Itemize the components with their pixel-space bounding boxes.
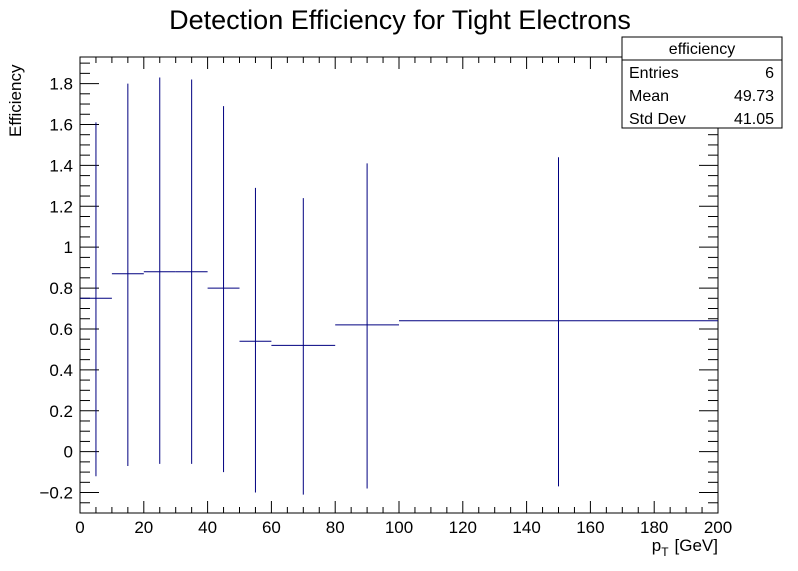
- y-tick-label: 0.6: [49, 320, 73, 339]
- x-tick-label: 80: [326, 518, 345, 537]
- y-tick-label: 0.8: [49, 279, 73, 298]
- stats-entries-label: Entries: [629, 65, 679, 82]
- x-tick-label: 180: [640, 518, 668, 537]
- x-tick-label: 140: [512, 518, 540, 537]
- x-axis-label-subscript: T: [661, 545, 669, 559]
- stats-mean-label: Mean: [629, 88, 669, 105]
- x-axis-tick-labels: 0 20 40 60 80 100 120 140 160 180 200: [75, 518, 732, 537]
- y-tick-label: 1: [64, 238, 73, 257]
- x-axis-label-unit: [GeV]: [675, 536, 718, 555]
- x-tick-label: 200: [704, 518, 732, 537]
- y-tick-label: 1.8: [49, 75, 73, 94]
- x-tick-label: 160: [576, 518, 604, 537]
- stats-box-title: efficiency: [669, 41, 735, 58]
- stats-stddev-value: 41.05: [734, 111, 774, 128]
- chart-title: Detection Efficiency for Tight Electrons: [169, 5, 631, 35]
- y-tick-label: 0: [64, 443, 73, 462]
- y-axis-label: Efficiency: [6, 64, 25, 137]
- y-tick-label: 1.2: [49, 197, 73, 216]
- x-axis-label-main: p: [652, 536, 661, 555]
- y-tick-label: 1.4: [49, 156, 73, 175]
- stats-mean-value: 49.73: [734, 88, 774, 105]
- x-tick-label: 0: [75, 518, 84, 537]
- stats-box-frame: [621, 36, 783, 129]
- stats-entries-value: 6: [765, 65, 774, 82]
- stats-box: efficiency Entries 6 Mean 49.73 Std Dev …: [621, 36, 783, 129]
- stats-stddev-label: Std Dev: [629, 111, 686, 128]
- x-axis-label: pT [GeV]: [652, 536, 718, 559]
- y-axis-ticks: [80, 62, 718, 504]
- x-tick-label: 120: [449, 518, 477, 537]
- y-tick-label: 0.2: [49, 402, 73, 421]
- x-tick-label: 40: [198, 518, 217, 537]
- data-bins: [80, 77, 718, 495]
- x-tick-label: 60: [262, 518, 281, 537]
- x-tick-label: 100: [385, 518, 413, 537]
- y-tick-label: −0.2: [39, 484, 73, 503]
- y-tick-label: 1.6: [49, 115, 73, 134]
- x-tick-label: 20: [134, 518, 153, 537]
- y-axis-tick-labels: −0.2 0 0.2 0.4 0.6 0.8 1 1.2 1.4 1.6 1.8: [39, 75, 73, 503]
- y-tick-label: 0.4: [49, 361, 73, 380]
